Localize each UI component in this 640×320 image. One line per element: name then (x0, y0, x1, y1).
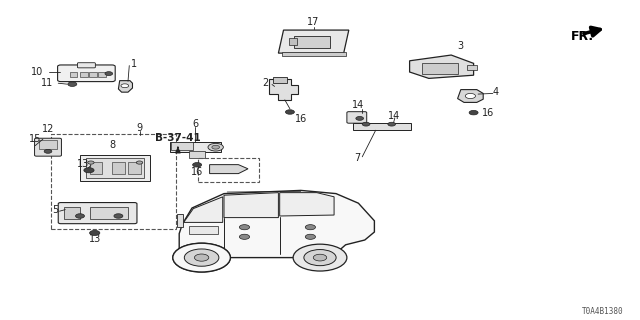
Circle shape (305, 225, 316, 230)
Text: 16: 16 (481, 108, 494, 118)
Bar (80, 72, 88, 77)
Text: 7: 7 (354, 153, 360, 164)
Polygon shape (410, 55, 474, 78)
Bar (89, 72, 97, 77)
Circle shape (239, 234, 250, 239)
FancyBboxPatch shape (58, 203, 137, 224)
Circle shape (285, 110, 294, 114)
Bar (51, 134, 176, 229)
Bar (90, 207, 128, 219)
Circle shape (88, 161, 94, 164)
Circle shape (212, 145, 220, 149)
Circle shape (314, 254, 327, 261)
Bar (198, 158, 259, 182)
Text: B-37-41: B-37-41 (155, 132, 201, 143)
Bar (177, 214, 183, 227)
Polygon shape (184, 197, 223, 222)
Circle shape (362, 122, 370, 126)
Circle shape (469, 110, 478, 115)
FancyBboxPatch shape (77, 63, 95, 68)
Bar (128, 162, 141, 174)
Bar (70, 72, 77, 77)
Text: 14: 14 (352, 100, 365, 110)
Text: 12: 12 (42, 124, 54, 134)
Circle shape (90, 230, 100, 236)
Polygon shape (458, 90, 483, 102)
Bar (422, 63, 458, 74)
Text: 5: 5 (52, 204, 59, 215)
Text: 1: 1 (131, 59, 138, 69)
Bar (189, 151, 205, 158)
Circle shape (305, 234, 316, 239)
Text: 4: 4 (493, 87, 499, 97)
Bar (170, 142, 221, 152)
Bar (112, 162, 125, 174)
FancyBboxPatch shape (35, 138, 61, 156)
Polygon shape (179, 190, 374, 258)
Circle shape (105, 72, 113, 76)
Text: 2: 2 (262, 78, 269, 88)
Bar (98, 72, 106, 77)
Bar (189, 226, 218, 234)
Bar (90, 162, 102, 174)
Circle shape (356, 116, 364, 120)
Text: 6: 6 (192, 119, 198, 129)
Bar (39, 140, 57, 149)
Text: 9: 9 (136, 123, 143, 133)
Text: 14: 14 (387, 111, 400, 121)
Circle shape (173, 243, 230, 272)
Text: 10: 10 (31, 67, 44, 77)
Text: 17: 17 (307, 17, 320, 28)
Text: 15: 15 (29, 134, 42, 144)
Circle shape (184, 249, 219, 266)
Polygon shape (278, 30, 349, 53)
Text: 3: 3 (458, 41, 464, 52)
Text: 16: 16 (191, 167, 204, 177)
Text: 16: 16 (295, 114, 308, 124)
FancyBboxPatch shape (58, 65, 115, 82)
Circle shape (304, 250, 336, 266)
Text: FR.: FR. (571, 30, 594, 43)
Circle shape (193, 163, 202, 167)
Circle shape (208, 143, 223, 151)
Circle shape (239, 225, 250, 230)
Circle shape (68, 82, 77, 86)
Circle shape (121, 84, 129, 88)
Circle shape (44, 149, 52, 153)
Polygon shape (269, 79, 298, 100)
Circle shape (84, 168, 94, 173)
Polygon shape (280, 193, 334, 216)
Bar (80, 155, 150, 181)
Circle shape (465, 93, 476, 99)
FancyBboxPatch shape (347, 112, 367, 123)
Text: 13: 13 (88, 234, 101, 244)
Bar (273, 77, 287, 83)
Polygon shape (224, 193, 278, 218)
Circle shape (195, 254, 209, 261)
Circle shape (114, 214, 123, 218)
Polygon shape (118, 81, 132, 92)
Circle shape (293, 244, 347, 271)
Bar (353, 123, 411, 130)
Polygon shape (210, 164, 248, 173)
Bar (282, 52, 346, 56)
Text: 11: 11 (40, 78, 53, 88)
Text: T0A4B1380: T0A4B1380 (582, 307, 624, 316)
Bar (467, 65, 477, 70)
Text: 8: 8 (109, 140, 116, 150)
Bar (86, 158, 144, 178)
Circle shape (173, 243, 230, 272)
Bar (171, 142, 193, 150)
Text: 13: 13 (77, 159, 90, 169)
Bar (64, 207, 80, 219)
Circle shape (136, 161, 143, 164)
Bar (289, 38, 297, 45)
Circle shape (76, 214, 84, 218)
Circle shape (388, 122, 396, 126)
Bar (294, 36, 330, 48)
